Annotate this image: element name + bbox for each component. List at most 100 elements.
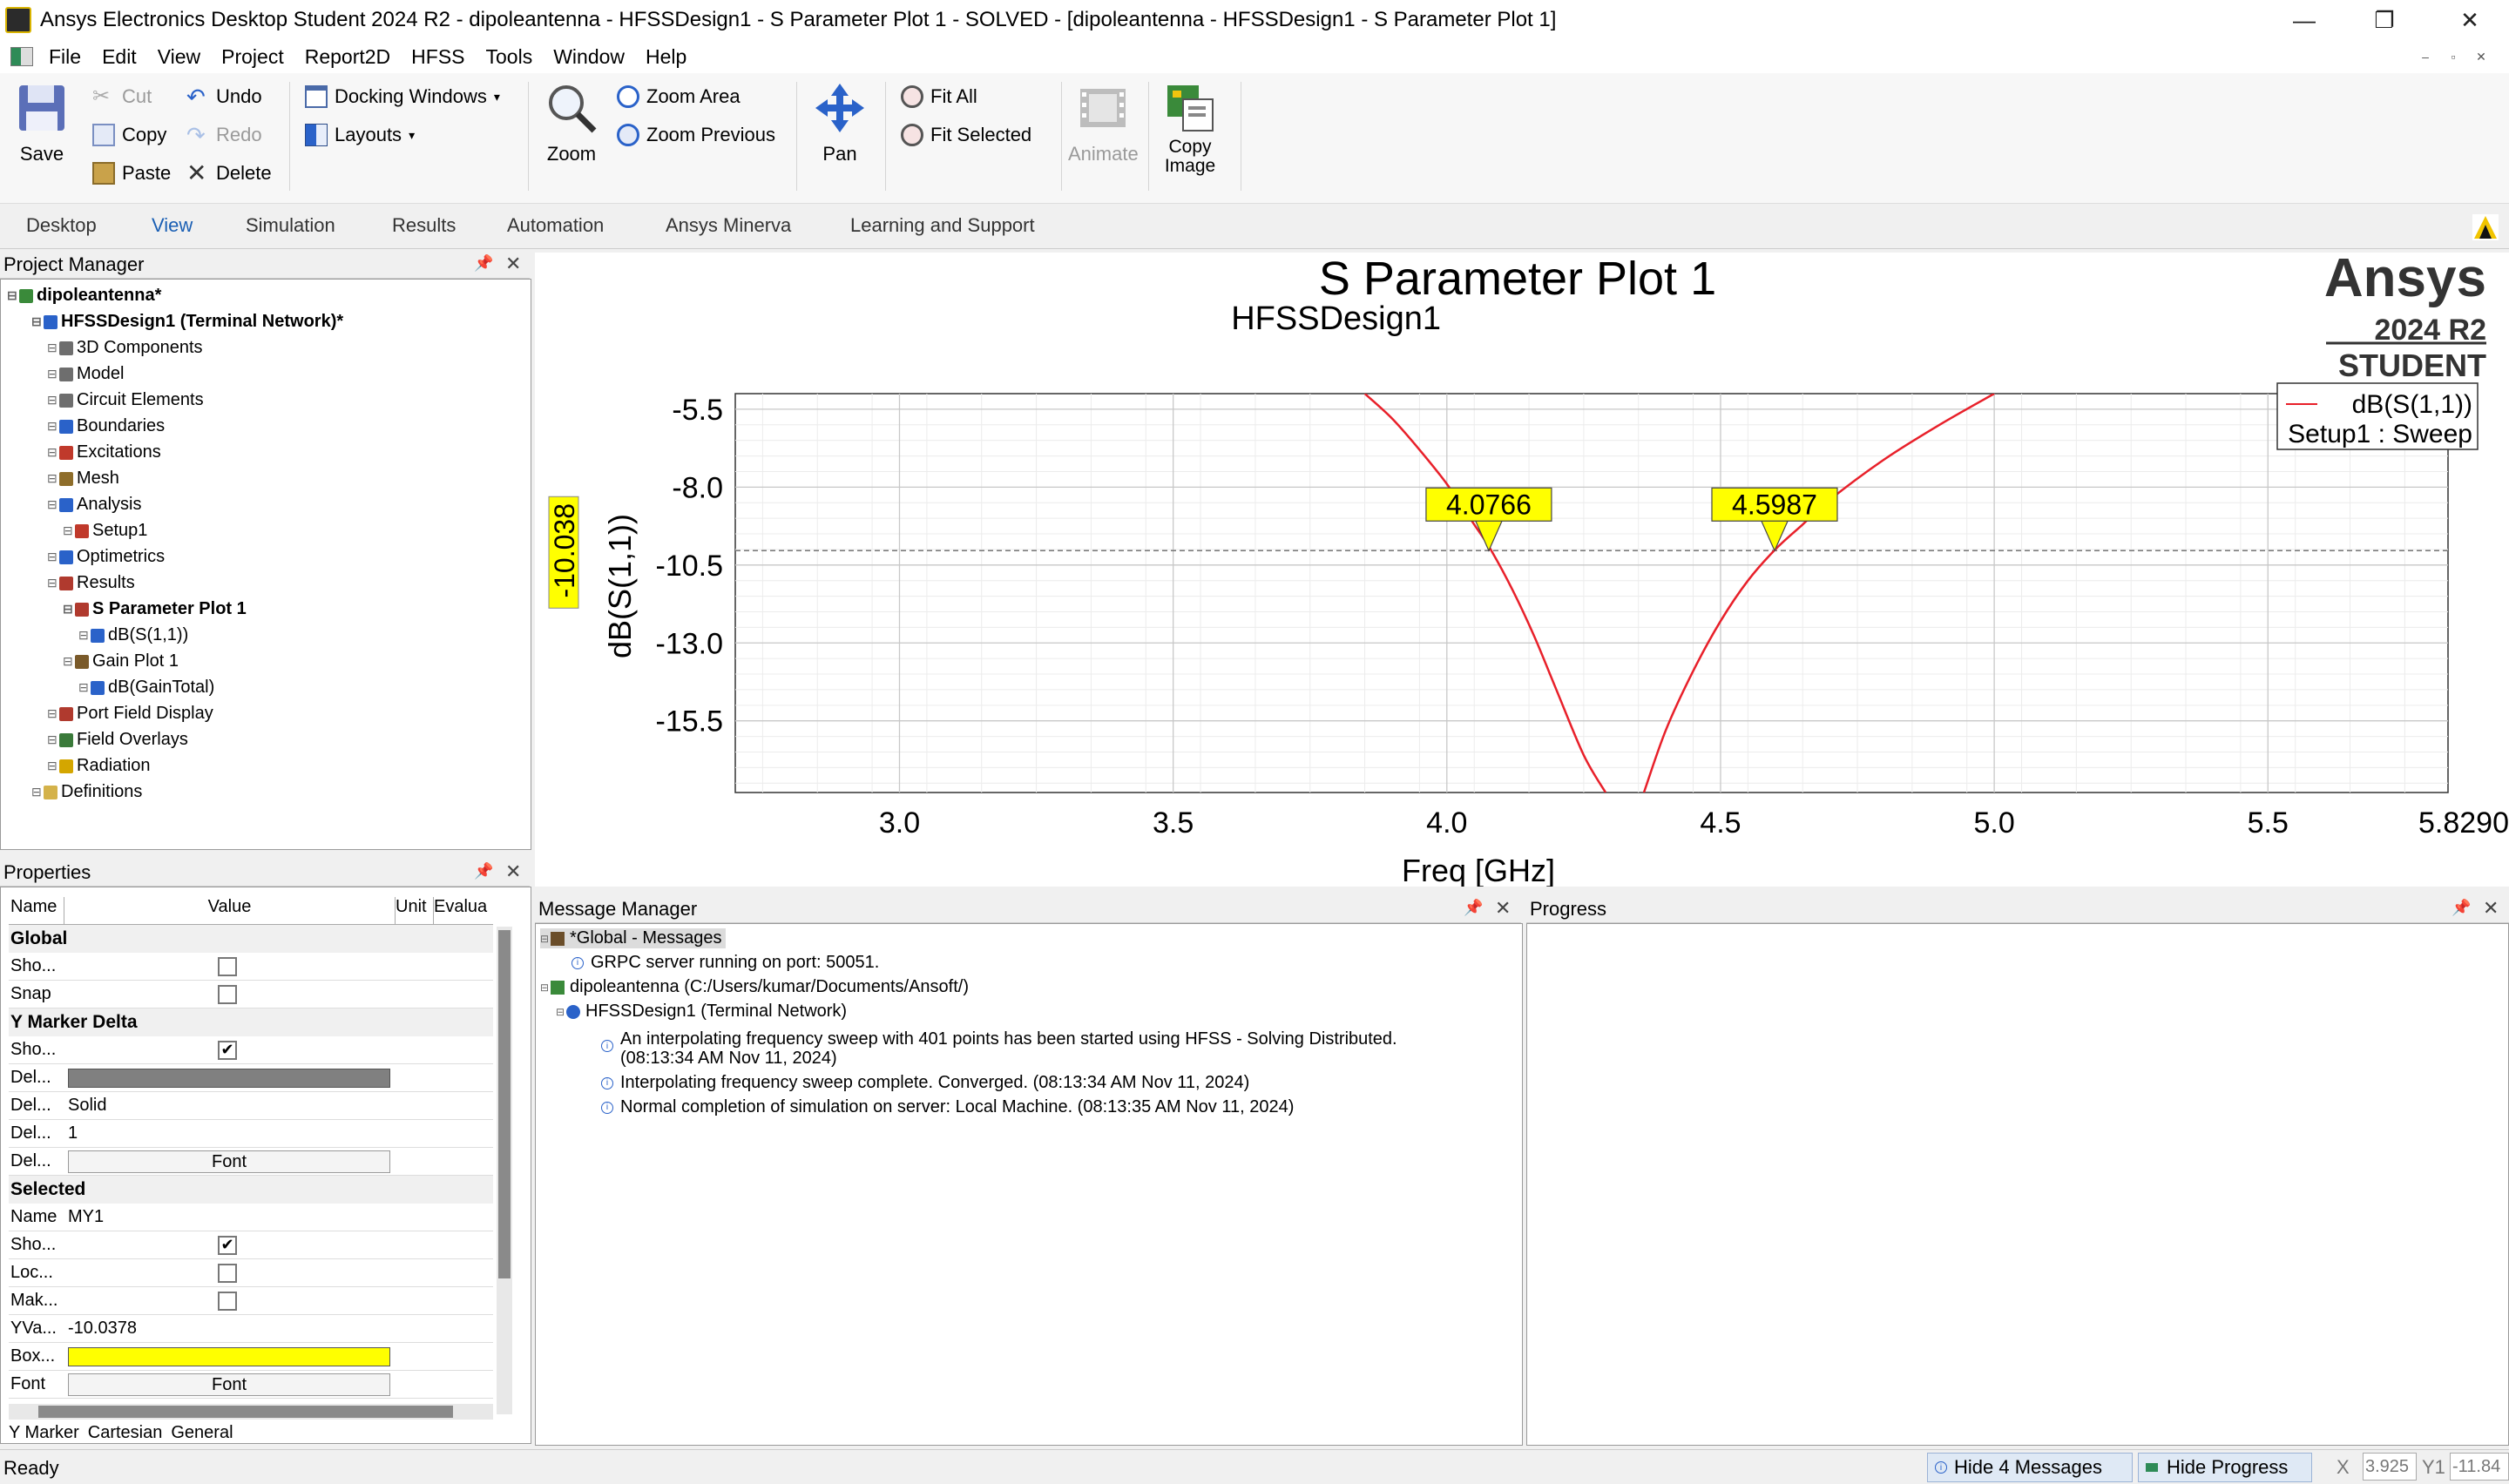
zoom-previous-button[interactable]: Zoom Previous [617, 124, 775, 146]
tree-item[interactable]: ⊟ dipoleantenna* [7, 286, 161, 306]
expander-icon[interactable]: ⊟ [47, 550, 57, 563]
cut-button[interactable]: ✂ Cut [92, 84, 152, 108]
expander-icon[interactable]: ⊟ [63, 523, 73, 537]
marker-name-value[interactable]: MY1 [68, 1207, 105, 1226]
font-button[interactable]: Font [68, 1373, 390, 1396]
expander-icon[interactable]: ⊟ [63, 602, 73, 616]
pan-button[interactable]: Pan [814, 82, 866, 165]
tree-item[interactable]: ⊟ Model [47, 364, 124, 384]
tree-item[interactable]: ⊟ Boundaries [47, 416, 165, 436]
design-messages[interactable]: ⊟ HFSSDesign1 (Terminal Network) [556, 1002, 848, 1021]
global-messages[interactable]: ⊟ *Global - Messages [540, 928, 726, 948]
layouts-button[interactable]: Layouts ▾ [305, 124, 415, 146]
minimize-button[interactable]: — [2293, 6, 2316, 33]
expander-icon[interactable]: ⊟ [47, 471, 57, 485]
expander-icon[interactable]: ⊟ [47, 759, 57, 772]
expander-icon[interactable]: ⊟ [47, 732, 57, 746]
close-button[interactable]: ✕ [2460, 6, 2479, 33]
expander-icon[interactable]: ⊟ [78, 680, 89, 694]
save-button[interactable]: Save [16, 82, 68, 165]
expander-icon[interactable]: ⊟ [47, 497, 57, 511]
animate-button[interactable]: Animate [1068, 82, 1139, 165]
tree-item[interactable]: ⊟ Gain Plot 1 [63, 651, 179, 671]
copy-image-button[interactable]: Copy Image [1164, 82, 1216, 176]
docking-windows-button[interactable]: Docking Windows ▾ [305, 85, 500, 108]
tab-y-marker[interactable]: Y Marker [9, 1423, 79, 1442]
box-color-swatch[interactable] [68, 1346, 390, 1366]
tree-item[interactable]: ⊟ dB(S(1,1)) [78, 625, 188, 645]
mdi-minimize-icon[interactable]: – [2422, 50, 2429, 64]
pin-icon[interactable]: 📌 [474, 254, 494, 272]
tree-item[interactable]: ⊟ Circuit Elements [47, 390, 204, 410]
lock-checkbox[interactable] [218, 1263, 237, 1283]
chart-legend[interactable]: dB(S(1,1)) Setup1 : Sweep [2276, 382, 2479, 450]
tree-item[interactable]: ⊟ S Parameter Plot 1 [63, 599, 247, 619]
zoom-area-button[interactable]: Zoom Area [617, 85, 741, 108]
fit-all-button[interactable]: Fit All [901, 85, 977, 108]
fit-selected-button[interactable]: Fit Selected [901, 124, 1031, 146]
pin-icon[interactable]: 📌 [474, 862, 494, 880]
menu-file[interactable]: File [49, 44, 82, 68]
project-messages[interactable]: ⊟ dipoleantenna (C:/Users/kumar/Documents… [540, 977, 969, 996]
make-checkbox[interactable] [218, 1291, 237, 1311]
redo-button[interactable]: ↷ Redo [186, 122, 262, 148]
expander-icon[interactable]: ⊟ [31, 314, 42, 328]
tree-item[interactable]: ⊟ Field Overlays [47, 730, 188, 750]
tree-item[interactable]: ⊟ Optimetrics [47, 547, 165, 567]
plot-window[interactable]: S Parameter Plot 1 HFSSDesign1 Ansys 202… [535, 248, 2509, 888]
pin-icon[interactable]: 📌 [2452, 899, 2472, 916]
expander-icon[interactable]: ⊟ [47, 341, 57, 354]
close-icon[interactable]: ✕ [1495, 897, 1511, 919]
expander-icon[interactable]: ⊟ [47, 393, 57, 407]
properties-scrollbar[interactable] [497, 927, 512, 1414]
menu-view[interactable]: View [157, 44, 201, 68]
close-icon[interactable]: ✕ [505, 253, 522, 274]
mdi-restore-icon[interactable]: ▫ [2451, 50, 2456, 64]
tree-item[interactable]: ⊟ Results [47, 573, 135, 593]
tab-results[interactable]: Results [392, 214, 456, 236]
tree-item[interactable]: ⊟ Definitions [31, 782, 142, 802]
tab-simulation[interactable]: Simulation [246, 214, 335, 236]
tab-view[interactable]: View [152, 214, 193, 236]
expander-icon[interactable]: ⊟ [47, 419, 57, 433]
y-value[interactable]: -10.0378 [68, 1319, 137, 1338]
expander-icon[interactable]: ⊟ [63, 654, 73, 668]
zoom-button[interactable]: Zoom [545, 82, 598, 165]
expander-icon[interactable]: ⊟ [47, 576, 57, 590]
menu-tools[interactable]: Tools [485, 44, 533, 68]
snap-checkbox[interactable] [218, 984, 237, 1004]
mdi-close-icon[interactable]: ✕ [2476, 49, 2486, 64]
tree-item[interactable]: ⊟ dB(GainTotal) [78, 678, 214, 698]
show-delta-checkbox[interactable]: ✔ [218, 1040, 237, 1060]
tab-cartesian[interactable]: Cartesian [87, 1423, 163, 1442]
close-icon[interactable]: ✕ [2483, 897, 2499, 919]
tab-automation[interactable]: Automation [507, 214, 605, 236]
font-button[interactable]: Font [68, 1150, 390, 1173]
expander-icon[interactable]: ⊟ [47, 706, 57, 720]
menu-window[interactable]: Window [553, 44, 626, 68]
menu-hfss[interactable]: HFSS [411, 44, 465, 68]
tab-desktop[interactable]: Desktop [26, 214, 97, 236]
expander-icon[interactable]: ⊟ [47, 445, 57, 459]
tab-ansys-minerva[interactable]: Ansys Minerva [666, 214, 792, 236]
close-icon[interactable]: ✕ [505, 860, 522, 882]
paste-button[interactable]: Paste [92, 162, 171, 185]
delete-button[interactable]: ✕ Delete [186, 159, 272, 186]
s-parameter-chart[interactable]: S Parameter Plot 1 HFSSDesign1 Ansys 202… [535, 248, 2509, 888]
pin-icon[interactable]: 📌 [1464, 899, 1484, 916]
tree-item[interactable]: ⊟ Analysis [47, 495, 141, 515]
restore-button[interactable]: ❐ [2374, 6, 2395, 33]
tree-item[interactable]: ⊟ Mesh [47, 469, 119, 489]
delta-width-value[interactable]: 1 [68, 1123, 78, 1143]
menu-help[interactable]: Help [646, 44, 687, 68]
tree-item[interactable]: ⊟ HFSSDesign1 (Terminal Network)* [31, 312, 343, 332]
tree-item[interactable]: ⊟ Setup1 [63, 521, 147, 541]
tree-item[interactable]: ⊟ Excitations [47, 442, 161, 462]
undo-button[interactable]: ↶ Undo [186, 84, 262, 110]
tree-item[interactable]: ⊟ Radiation [47, 756, 151, 776]
show-checkbox[interactable] [218, 956, 237, 976]
delta-color-swatch[interactable] [68, 1068, 390, 1088]
delta-style-value[interactable]: Solid [68, 1096, 107, 1115]
menu-edit[interactable]: Edit [102, 44, 137, 68]
tab-learning-support[interactable]: Learning and Support [850, 214, 1035, 236]
